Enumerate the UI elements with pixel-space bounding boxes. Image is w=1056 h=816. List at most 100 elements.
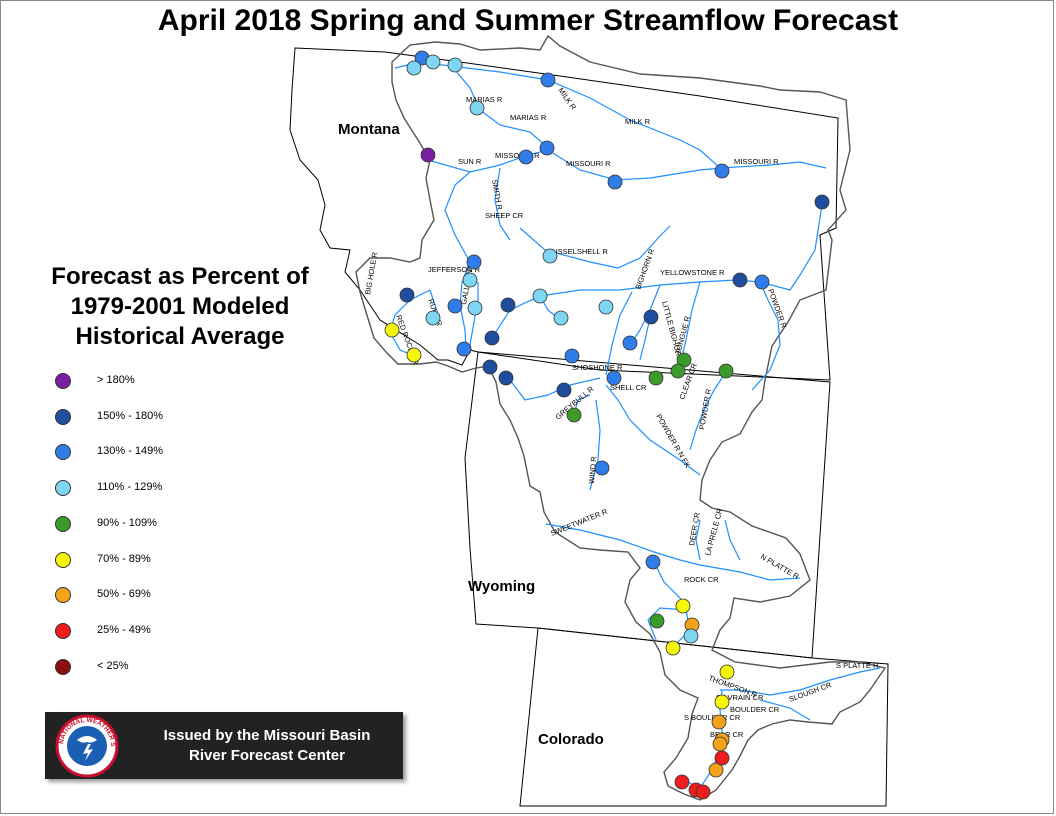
station-marker [425,54,441,70]
station-marker [484,330,500,346]
station-marker [714,694,730,710]
legend-swatch [55,409,71,425]
station-marker [518,149,534,165]
legend-swatch [55,587,71,603]
river-label: MUSSELSHELL R [546,247,608,256]
station-marker [467,300,483,316]
river-label: BIG HOLE R [363,251,379,295]
legend-swatch [55,552,71,568]
station-marker [607,174,623,190]
river-label: SHELL CR [610,383,647,392]
river-label: ST VRAIN CR [716,693,764,702]
river-label: LA PRELE CR [703,507,724,557]
river-label: BIGHORN R [633,247,656,291]
river-label: MISSOURI R [495,151,540,160]
legend-title: Forecast as Percent of 1979-2001 Modeled… [20,262,340,352]
station-marker [498,370,514,386]
station-marker [712,736,728,752]
station-marker [406,60,422,76]
station-marker [606,370,622,386]
station-marker [399,287,415,303]
legend-label: 130% - 149% [97,445,164,457]
issuer-text: Issued by the Missouri Basin River Forec… [137,726,397,766]
station-marker [553,310,569,326]
river-label: POWDER R [697,388,713,431]
nws-logo-icon: NATIONAL WEATHER SERVICE [55,714,119,778]
river-label: SHEEP CR [485,211,524,220]
station-marker [754,274,770,290]
station-marker [384,322,400,338]
forecast-stations [384,50,830,800]
river-network [389,61,881,789]
legend-label: 50% - 69% [97,588,151,600]
river-label: MILK R [556,86,578,112]
station-marker [406,347,422,363]
river-label: MARIAS R [466,95,503,104]
legend-label: 90% - 109% [97,517,157,529]
wyoming-boundary [464,351,831,659]
river-label: ROCK CR [684,575,719,584]
station-marker [714,163,730,179]
legend-label: 25% - 49% [97,624,151,636]
issuer-badge: NATIONAL WEATHER SERVICE Issued by the M… [45,712,403,779]
station-marker [622,335,638,351]
station-marker [447,57,463,73]
montana-boundary [289,47,839,381]
station-marker [714,750,730,766]
river-label: WIND R [587,455,598,484]
river-label: N PLATTE R [759,552,801,581]
legend-swatch [55,480,71,496]
station-marker [683,628,699,644]
station-marker [648,370,664,386]
station-marker [594,460,610,476]
river-label: JEFFERSON R [428,265,481,274]
station-marker [674,774,690,790]
station-marker [469,100,485,116]
map-title: April 2018 Spring and Summer Streamflow … [157,4,899,37]
station-marker [718,363,734,379]
station-marker [425,310,441,326]
station-marker [540,72,556,88]
river-label: MISSOURI R [566,159,611,168]
river-label: DEER CR [687,511,702,546]
state-label-montana: Montana [338,121,400,138]
river-label: SMITH R [490,179,504,212]
station-marker [711,714,727,730]
legend-label: 150% - 180% [97,410,164,422]
river-label: SLOUGH CR [788,680,834,704]
station-marker [695,784,711,800]
river-label: SWEETWATER R [549,507,609,538]
state-label-wyoming: Wyoming [468,578,536,595]
river-label: S PLATTE R [836,661,879,670]
legend-title-line: 1979-2001 Modeled [70,293,290,320]
station-marker [598,299,614,315]
river-label: YELLOWSTONE R [660,268,725,277]
station-marker [649,613,665,629]
station-marker [456,341,472,357]
station-marker [500,297,516,313]
river-label: SUN R [458,157,482,166]
station-marker [645,554,661,570]
station-marker [564,348,580,364]
legend-label: < 25% [97,660,129,672]
station-marker [447,298,463,314]
legend-title-line: Forecast as Percent of [51,263,309,290]
legend-swatch [55,373,71,389]
river-label: S BOULDER CR [684,713,741,722]
river-label: SHOSHONE R [572,363,623,372]
river-label: MILK R [625,117,651,126]
station-marker [814,194,830,210]
station-marker [420,147,436,163]
river-label: MARIAS R [510,113,547,122]
legend-label: 110% - 129% [97,481,163,493]
state-boundaries [289,47,889,807]
legend-swatch [55,516,71,532]
river-label: BOULDER CR [730,705,780,714]
legend-swatch [55,444,71,460]
state-label-colorado: Colorado [538,731,604,748]
station-marker [665,640,681,656]
station-marker [675,598,691,614]
legend-swatch [55,659,71,675]
legend-title-line: Historical Average [75,323,285,350]
